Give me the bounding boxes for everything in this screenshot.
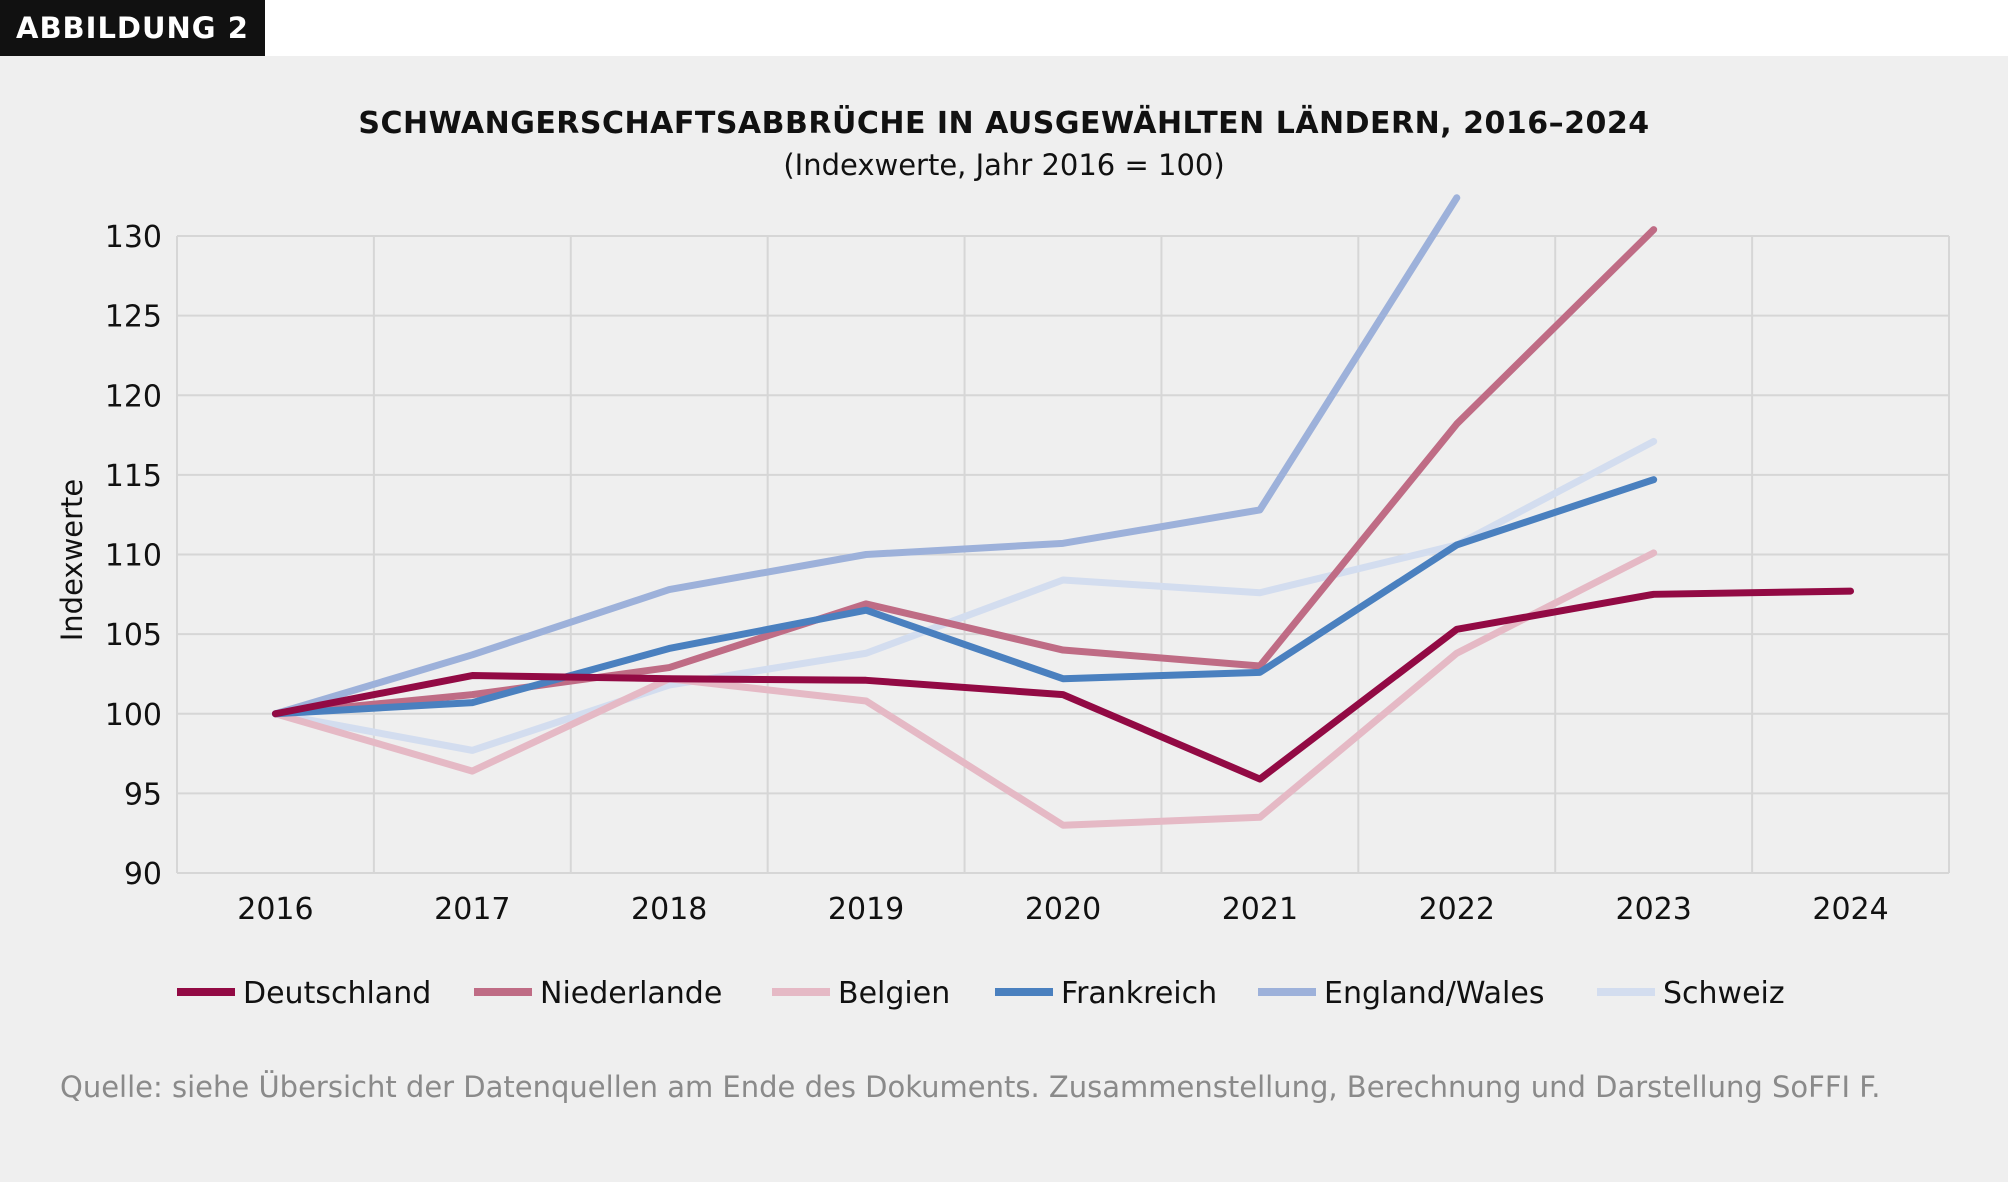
top-bar: [0, 0, 2008, 56]
legend: Deutschland Niederlande Belgien Frankreich E…: [177, 976, 1785, 1011]
legend-label: Frankreich: [1061, 976, 1217, 1011]
series-line-deutschland: [271, 587, 1855, 783]
legend-label: Belgien: [838, 976, 950, 1011]
legend-item: Deutschland: [177, 976, 431, 1011]
x-tick-label: 2020: [1025, 892, 1101, 927]
x-tick-label: 2016: [237, 892, 313, 927]
legend-item: Belgien: [772, 976, 950, 1011]
x-tick-label: 2024: [1812, 892, 1888, 927]
y-tick-label: 95: [124, 777, 162, 812]
x-tick-label: 2018: [631, 892, 707, 927]
series-line-england-wales: [271, 194, 1461, 718]
legend-label: England/Wales: [1324, 976, 1544, 1011]
x-tick-label: 2022: [1419, 892, 1495, 927]
y-tick-label: 110: [105, 539, 162, 574]
source-note: Quelle: siehe Übersicht der Datenquellen…: [60, 1070, 1881, 1104]
x-tick-label: 2017: [434, 892, 510, 927]
legend-item: Niederlande: [474, 976, 722, 1011]
chart-subtitle: (Indexwerte, Jahr 2016 = 100): [783, 148, 1225, 182]
legend-item: Frankreich: [995, 976, 1217, 1011]
x-tick-labels: 2016 2017 2018 2019 2020 2021 2022 2023 2024: [237, 892, 1888, 927]
legend-label: Schweiz: [1663, 976, 1785, 1011]
chart-title: SCHWANGERSCHAFTSABBRÜCHE IN AUSGEWÄHLTEN…: [358, 106, 1650, 141]
y-tick-label: 100: [105, 698, 162, 733]
y-axis-label: Indexwerte: [55, 479, 89, 642]
series-line-schweiz: [271, 437, 1658, 754]
y-tick-label: 115: [105, 459, 162, 494]
y-tick-labels: 90 95 100 105 110 115 120 125 130: [105, 220, 162, 892]
grid: [176, 235, 1950, 874]
series-lines: [271, 194, 1855, 829]
y-tick-label: 90: [124, 857, 162, 892]
legend-label: Niederlande: [540, 976, 722, 1011]
figure-badge: ABBILDUNG 2: [0, 0, 265, 56]
y-tick-label: 125: [105, 300, 162, 335]
series-line-frankreich: [271, 476, 1658, 718]
y-tick-label: 130: [105, 220, 162, 255]
y-tick-label: 105: [105, 618, 162, 653]
legend-label: Deutschland: [243, 976, 431, 1011]
x-tick-label: 2021: [1222, 892, 1298, 927]
x-tick-label: 2019: [828, 892, 904, 927]
legend-item: Schweiz: [1597, 976, 1785, 1011]
legend-item: England/Wales: [1258, 976, 1544, 1011]
series-line-belgien: [271, 549, 1658, 829]
y-tick-label: 120: [105, 379, 162, 414]
x-tick-label: 2023: [1615, 892, 1691, 927]
